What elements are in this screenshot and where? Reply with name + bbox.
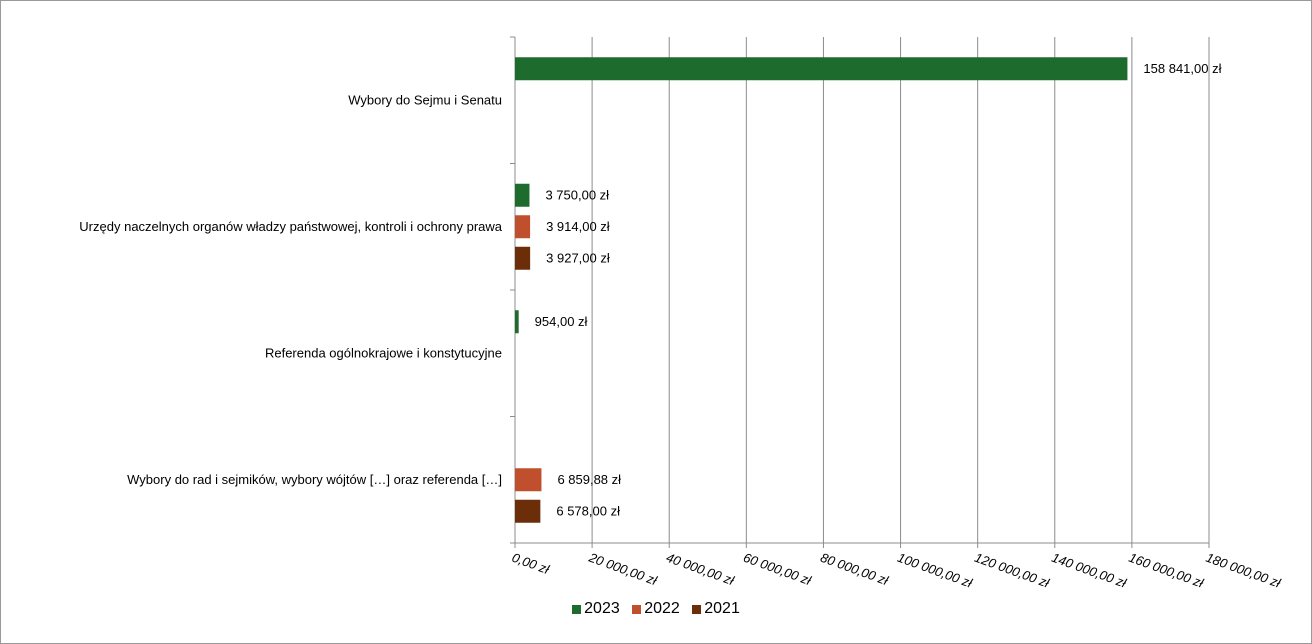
- data-label-2022: 6 859,88 zł: [557, 472, 621, 487]
- x-tick-label: 160 000,00 zł: [1127, 550, 1207, 591]
- bar-2021: [515, 246, 531, 270]
- x-axis-tick-labels: 0,00 zł 20 000,00 zł 40 000,00 zł 60 000,00…: [510, 549, 1284, 591]
- bar-2023: [515, 57, 1128, 81]
- legend-label-2021: 2021: [704, 600, 740, 617]
- bar-2023: [515, 183, 530, 207]
- bar-2022: [515, 215, 531, 239]
- data-label-2021: 6 578,00 zł: [556, 503, 620, 518]
- legend-item-2022: 2022: [632, 600, 680, 618]
- data-label-2021: 3 927,00 zł: [546, 250, 610, 265]
- legend-item-2021: 2021: [692, 600, 740, 618]
- legend-swatch-2021: [692, 604, 702, 614]
- category-labels: Wybory do Sejmu i Senatu Urzędy naczelnyc…: [79, 92, 502, 487]
- bar-2022: [515, 468, 542, 492]
- bar-2023: [515, 310, 519, 334]
- bar-2021: [515, 499, 541, 523]
- data-label-2023: 3 750,00 zł: [545, 187, 609, 202]
- x-tick-label: 140 000,00 zł: [1050, 550, 1130, 591]
- x-tick-label: 100 000,00 zł: [896, 550, 976, 591]
- legend-label-2022: 2022: [644, 600, 680, 617]
- data-label-2022: 3 914,00 zł: [546, 219, 610, 234]
- category-label: Referenda ogólnokrajowe i konstytucyjne: [265, 345, 502, 360]
- bars: [515, 57, 1128, 523]
- x-tick-label: 0,00 zł: [510, 550, 552, 578]
- category-label: Wybory do Sejmu i Senatu: [348, 92, 502, 107]
- x-tick-label: 80 000,00 zł: [818, 550, 891, 589]
- legend-item-2023: 2023: [572, 600, 620, 618]
- legend-swatch-2023: [572, 604, 582, 614]
- x-tick-label: 60 000,00 zł: [741, 550, 814, 589]
- x-tick-label: 40 000,00 zł: [664, 550, 737, 589]
- gridlines: [510, 36, 1210, 548]
- legend: 2023 2022 2021: [0, 600, 1312, 619]
- legend-swatch-2022: [632, 604, 642, 614]
- x-tick-label: 180 000,00 zł: [1204, 550, 1284, 591]
- category-label: Wybory do rad i sejmików, wybory wójtów …: [127, 472, 502, 487]
- data-label-2023: 158 841,00 zł: [1143, 61, 1221, 76]
- x-tick-label: 120 000,00 zł: [973, 550, 1053, 591]
- legend-label-2023: 2023: [584, 600, 620, 617]
- data-labels: 158 841,00 zł 3 750,00 zł 3 914,00 zł 3 927…: [535, 61, 1222, 519]
- category-label: Urzędy naczelnych organów władzy państwo…: [79, 219, 502, 234]
- x-tick-label: 20 000,00 zł: [586, 549, 660, 588]
- data-label-2023: 954,00 zł: [535, 314, 588, 329]
- bar-chart: 158 841,00 zł 3 750,00 zł 3 914,00 zł 3 927…: [79, 36, 1284, 591]
